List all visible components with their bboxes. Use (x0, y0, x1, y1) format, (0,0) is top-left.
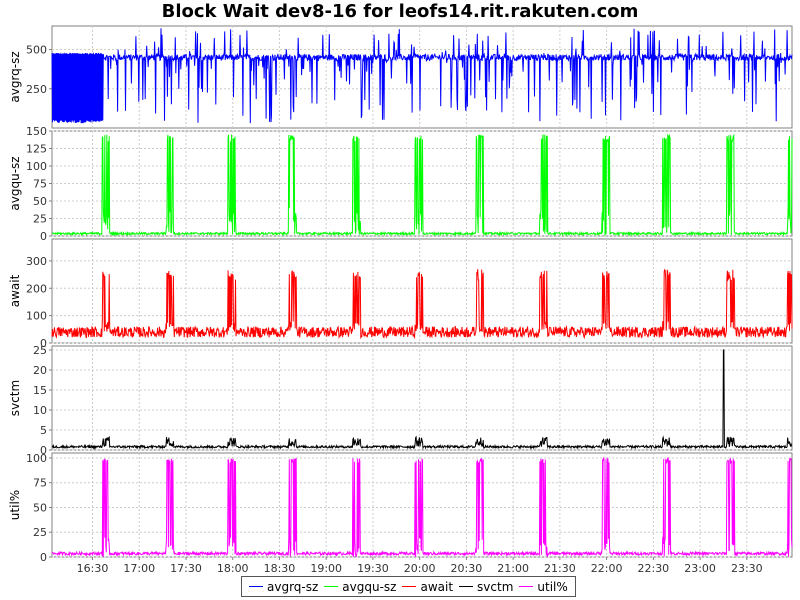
legend-swatch (519, 586, 534, 587)
x-tick-label: 21:00 (497, 562, 529, 575)
x-tick-label: 19:30 (357, 562, 389, 575)
legend-label: util% (537, 579, 568, 594)
legend-swatch (402, 586, 417, 587)
panel-avgqu: 0 25 50 75 100 125 150 avgqu-sz (8, 125, 793, 243)
y-tick-label: 0 (40, 230, 47, 243)
y-tick-label: 25 (33, 526, 47, 539)
x-tick-label: 18:00 (217, 562, 249, 575)
legend-label: svctm (477, 579, 514, 594)
legend-item: svctm (459, 580, 513, 594)
legend-swatch (459, 586, 474, 587)
y-tick-label: 0 (40, 444, 47, 457)
y-tick-label: 300 (26, 255, 47, 268)
x-tick-label: 17:00 (123, 562, 155, 575)
y-tick-label: 250 (26, 83, 47, 96)
y-axis-label: await (8, 274, 22, 307)
y-axis-label: util% (8, 490, 22, 520)
x-tick-label: 21:30 (544, 562, 576, 575)
legend-label: avgrq-sz (267, 579, 319, 594)
legend-item: await (402, 580, 453, 594)
x-tick-label: 20:00 (404, 562, 436, 575)
y-tick-label: 100 (26, 160, 47, 173)
series-line-avgqu (51, 133, 793, 237)
y-tick-label: 75 (33, 477, 47, 490)
y-tick-label: 15 (33, 384, 47, 397)
y-axis-label: avgrq-sz (8, 51, 22, 102)
y-tick-label: 75 (33, 178, 47, 191)
x-tick-label: 20:30 (451, 562, 483, 575)
y-tick-label: 200 (26, 282, 47, 295)
series-line-avgrq (51, 28, 793, 124)
y-tick-label: 10 (33, 404, 47, 417)
y-tick-label: 150 (26, 125, 47, 138)
y-tick-label: 20 (33, 364, 47, 377)
y-tick-label: 25 (33, 344, 47, 357)
legend-item: util% (519, 579, 568, 594)
panel-svctm: 0 5 10 15 20 25 svctm (8, 344, 793, 457)
x-tick-label: 23:30 (731, 562, 763, 575)
y-tick-label: 125 (26, 143, 47, 156)
legend-label: avgqu-sz (342, 579, 397, 594)
x-tick-label: 17:30 (170, 562, 202, 575)
panel-frame (51, 345, 793, 451)
x-tick-label: 19:00 (310, 562, 342, 575)
series-line-util (51, 456, 793, 558)
y-tick-label: 25 (33, 213, 47, 226)
x-tick-label: 16:30 (77, 562, 109, 575)
x-tick-label: 22:30 (637, 562, 669, 575)
x-tick-label: 22:00 (591, 562, 623, 575)
legend-item: avgqu-sz (324, 580, 396, 594)
y-tick-label: 0 (40, 551, 47, 564)
y-tick-label: 100 (26, 310, 47, 323)
legend-swatch (249, 586, 263, 587)
panel-frame (51, 25, 793, 129)
y-tick-label: 50 (33, 195, 47, 208)
legend-swatch (324, 586, 339, 587)
y-tick-label: 100 (26, 452, 47, 465)
series-line-await (51, 268, 793, 340)
x-tick-label: 23:00 (684, 562, 716, 575)
y-tick-label: 500 (26, 44, 47, 57)
y-tick-label: 0 (40, 337, 47, 350)
chart-legend: avgrq-sz avgqu-sz await svctm util% (241, 576, 576, 597)
panel-util: 0 25 50 75 100 util% (8, 452, 793, 564)
x-tick-label: 18:30 (264, 562, 296, 575)
y-tick-label: 50 (33, 501, 47, 514)
chart-title: Block Wait dev8-16 for leofs14.rit.rakut… (161, 1, 639, 22)
y-axis-label: svctm (8, 380, 22, 416)
panel-await: 0 100 200 300 await (8, 238, 793, 350)
panel-avgrq: 250 500 avgrq-sz (8, 25, 793, 129)
series-line-svctm (52, 349, 793, 450)
legend-item: avgrq-sz (249, 580, 318, 594)
legend-label: await (420, 579, 454, 594)
y-axis-label: avgqu-sz (8, 156, 22, 210)
y-tick-label: 5 (40, 424, 47, 437)
